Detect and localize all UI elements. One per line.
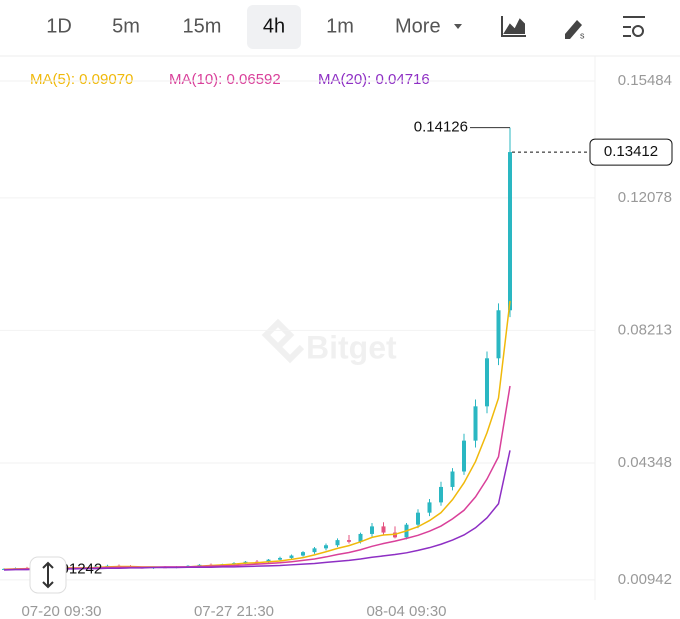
high-label: 0.14126 <box>414 119 468 136</box>
price-label: 0.13412 <box>604 143 658 160</box>
price-box <box>589 138 673 166</box>
draw-icon[interactable]: s <box>565 20 585 40</box>
candle-body <box>473 406 478 441</box>
plot: 0.00942 0.04348 0.08213 0.12078 0.15484 07-20… <box>0 72 673 619</box>
candle-body <box>485 358 489 407</box>
timeframe-tab[interactable]: 4h <box>263 15 285 37</box>
ma-line <box>3 385 511 571</box>
candle-body <box>450 471 455 487</box>
candle-body <box>335 540 340 546</box>
timeframe-tabs: 1D 5m 15m 4h 1m <box>46 15 354 37</box>
x-tick-label: 07-27 21:30 <box>194 603 274 619</box>
watermark: Bitget <box>261 318 397 365</box>
timeframe-tab[interactable]: 1D <box>46 15 72 37</box>
y-tick-label: 0.15484 <box>618 72 672 89</box>
more-button[interactable]: More <box>395 15 441 37</box>
candle-body <box>324 545 328 549</box>
svg-text:s: s <box>580 30 585 40</box>
candle-body <box>496 310 501 359</box>
legend-entry: MA(5): 0.09070 <box>30 71 133 88</box>
candle-body <box>508 152 512 311</box>
y-tick-label: 0.12078 <box>618 189 672 206</box>
timeframe-tab[interactable]: 15m <box>183 15 222 37</box>
candle-body <box>462 440 466 472</box>
watermark-text: Bitget <box>306 329 397 365</box>
candle-body <box>416 512 420 525</box>
candle-body <box>347 540 351 542</box>
candle-body <box>312 548 317 553</box>
candle-body <box>439 486 443 503</box>
candle-body <box>301 552 305 556</box>
candle-body <box>358 533 363 542</box>
candle-body <box>197 564 202 566</box>
y-tick-label: 0.04348 <box>618 454 672 471</box>
candle-body <box>370 526 374 534</box>
y-tick-label: 0.08213 <box>618 321 672 338</box>
timeframe-tab[interactable]: 1m <box>326 15 354 37</box>
timeframe-tab[interactable]: 5m <box>112 15 140 37</box>
candle-body <box>289 555 294 558</box>
y-tick-label: 0.00942 <box>618 571 672 588</box>
x-tick-label: 08-04 09:30 <box>366 603 446 619</box>
settings-icon[interactable] <box>623 16 645 37</box>
indicator-icon[interactable] <box>501 16 526 37</box>
more-caret <box>454 24 462 29</box>
ma-line <box>3 450 511 571</box>
candle-body <box>381 526 386 533</box>
candle-body <box>427 502 432 513</box>
x-tick-label: 07-20 09:30 <box>21 603 101 619</box>
candle-body <box>278 557 282 560</box>
legend: MA(5): 0.09070 MA(10): 0.06592 MA(20): 0.0… <box>30 71 430 88</box>
scroll-handle[interactable] <box>29 556 67 594</box>
legend-entry: MA(20): 0.04716 <box>318 71 430 88</box>
legend-entry: MA(10): 0.06592 <box>169 71 281 88</box>
tab-highlight <box>247 5 301 49</box>
